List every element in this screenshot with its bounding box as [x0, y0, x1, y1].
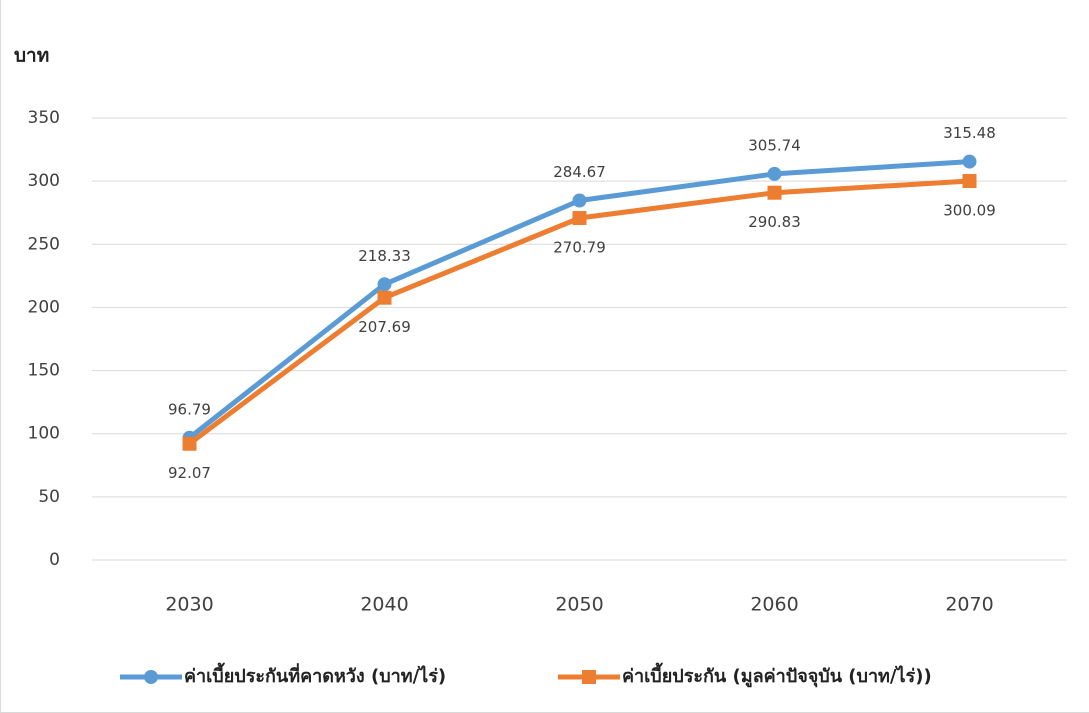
- legend-label: ค่าเบี้ยประกัน (มูลค่าปัจจุบัน (บาท/ไร่)…: [622, 662, 932, 688]
- data-label: 284.67: [553, 163, 606, 181]
- y-tick-label: 250: [28, 234, 60, 254]
- data-label: 218.33: [358, 247, 411, 265]
- lines: 96.79 218.33 284.67 305.74 315.48 92.07 207.69…: [168, 124, 996, 482]
- data-label: 305.74: [748, 136, 801, 154]
- x-tick-label: 2070: [945, 594, 993, 616]
- y-tick-label: 350: [28, 108, 60, 128]
- x-tick-label: 2050: [555, 594, 603, 616]
- legend-symbol: [144, 670, 158, 684]
- marker: [962, 154, 977, 169]
- x-tick-label: 2060: [750, 594, 798, 616]
- data-label: 92.07: [168, 464, 211, 482]
- marker: [767, 166, 782, 181]
- data-label: 300.09: [943, 202, 996, 220]
- y-tick-label: 300: [28, 171, 60, 191]
- x-tick-label: 2030: [165, 594, 213, 616]
- grid: 0 50 100 150 200 250 300 350 2030 2040 2050 2060 207…: [28, 108, 1067, 616]
- legend-marker: [144, 670, 158, 684]
- marker: [377, 290, 392, 305]
- y-tick-label: 0: [49, 550, 60, 570]
- marker: [377, 277, 392, 292]
- data-label: 315.48: [943, 124, 996, 142]
- marker: [572, 211, 587, 226]
- x-tick-label: 2040: [360, 594, 408, 616]
- legend-label: ค่าเบี้ยประกันที่คาดหวัง (บาท/ไร่): [184, 662, 446, 687]
- y-tick-label: 150: [28, 361, 60, 381]
- y-tick-label: 200: [28, 297, 60, 317]
- data-label: 207.69: [358, 318, 411, 336]
- data-label: 270.79: [553, 239, 606, 257]
- marker: [182, 436, 197, 451]
- legend: ค่าเบี้ยประกันที่คาดหวัง (บาท/ไร่) ค่าเบี…: [120, 662, 932, 688]
- y-axis-label: บาท: [14, 45, 49, 67]
- marker: [767, 185, 782, 200]
- legend-symbol: [582, 670, 596, 684]
- data-label: 290.83: [748, 213, 801, 231]
- marker: [962, 174, 977, 189]
- marker: [572, 193, 587, 208]
- y-tick-label: 100: [28, 424, 60, 444]
- y-tick-label: 50: [38, 487, 60, 507]
- data-label: 96.79: [168, 400, 211, 418]
- legend-marker: [582, 670, 596, 684]
